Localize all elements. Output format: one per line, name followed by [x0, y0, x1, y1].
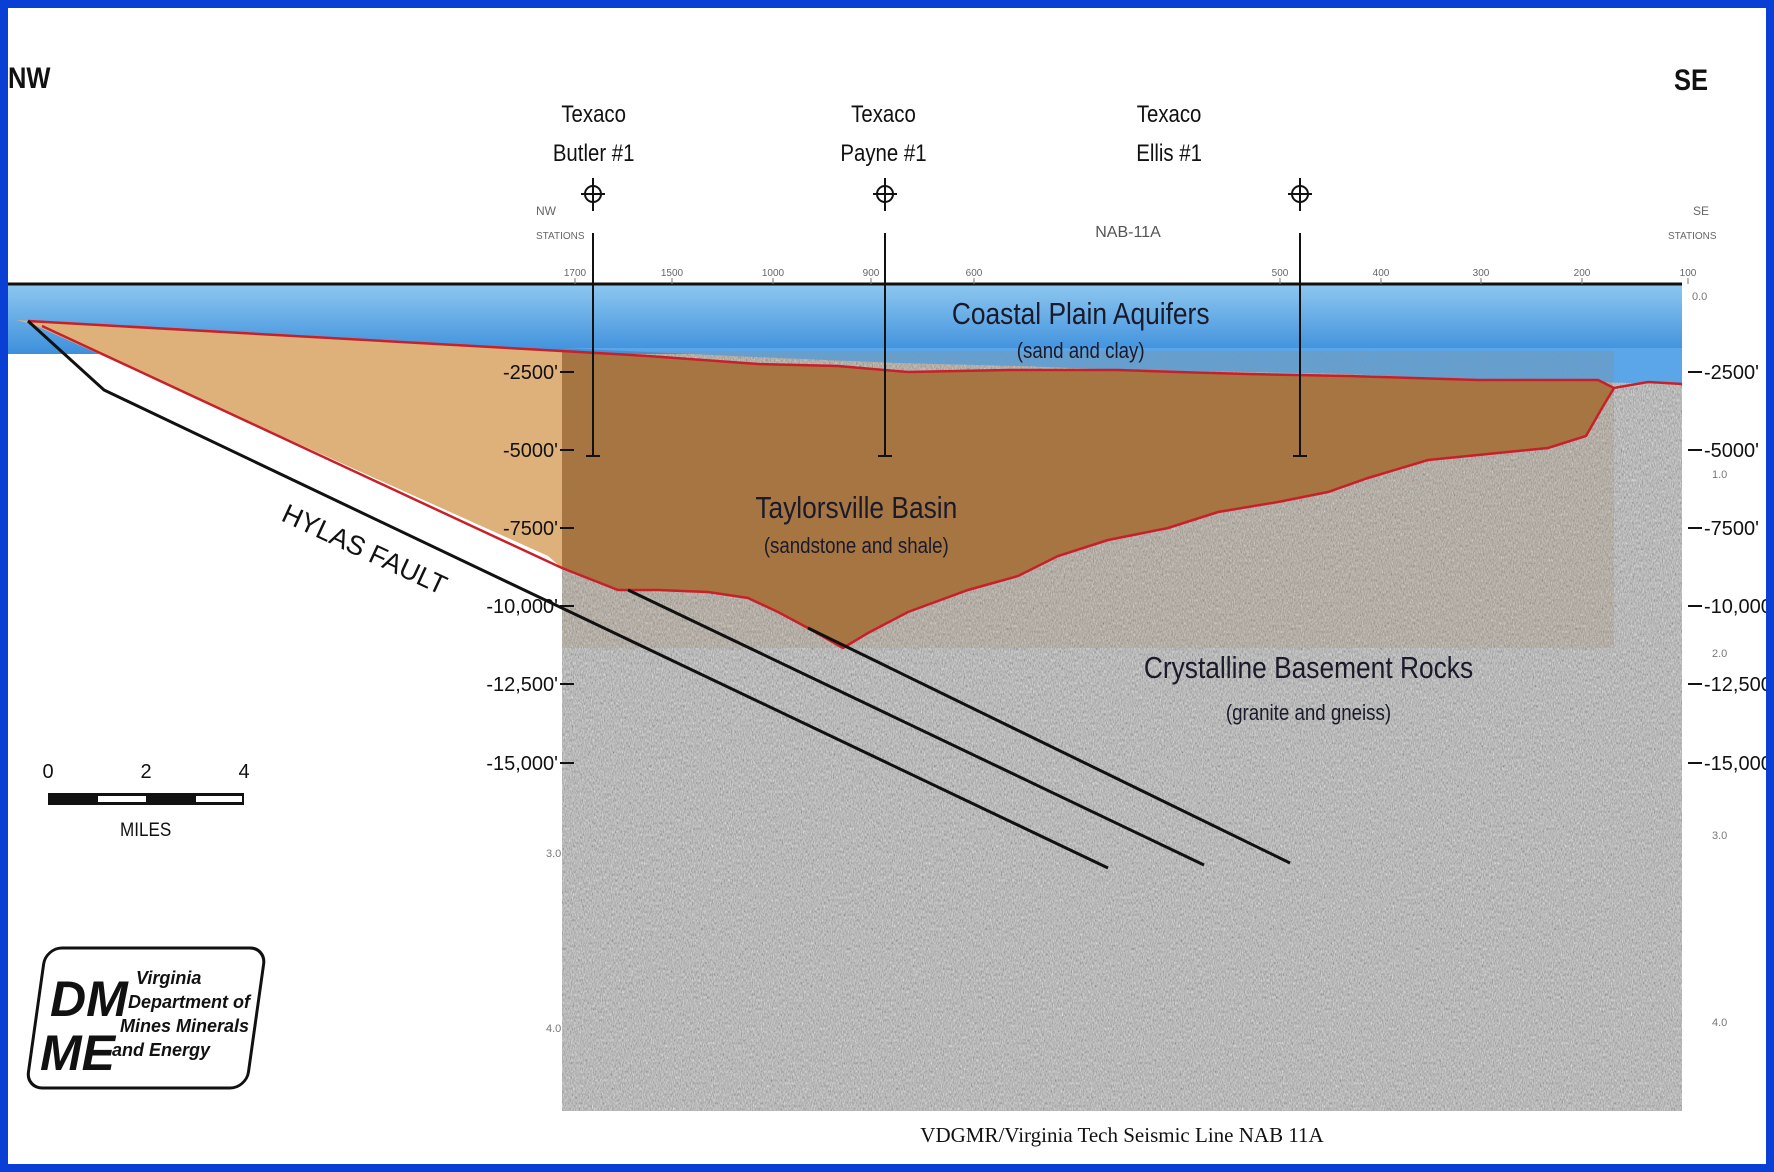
direction-se: SE: [1674, 63, 1708, 96]
depth-label: -2500': [503, 362, 558, 384]
logo-line: and Energy: [112, 1040, 211, 1060]
logo-me-glyph: ME: [40, 1025, 117, 1081]
well-butler: Texaco Butler #1: [553, 100, 635, 457]
depth-label: -5000': [1704, 440, 1759, 462]
station-ticks: 1700 1500 1000 900 600 500 400 300 200 100: [564, 268, 1697, 284]
scale-unit-label: MILES: [120, 819, 171, 840]
logo-dm-glyph: DM: [50, 971, 129, 1027]
scale-tick-label: 4: [238, 761, 249, 783]
station-tick-label: 1700: [564, 268, 587, 279]
station-tick-label: 1500: [661, 268, 684, 279]
coastal-plain-label: Coastal Plain Aquifers: [952, 297, 1210, 331]
seismic-nw-tag: NW: [536, 204, 557, 218]
taylorsville-basin-grain: [562, 351, 1614, 648]
depth-label: -10,000': [1704, 596, 1766, 618]
direction-nw: NW: [8, 61, 51, 94]
depth-label: -5000': [503, 440, 558, 462]
station-tick-label: 500: [1272, 268, 1289, 279]
logo-line: Mines Minerals: [120, 1016, 249, 1036]
hylas-fault-line: [26, 319, 1109, 870]
time-tick-label: 3.0: [546, 848, 561, 860]
well-ellis: Texaco Ellis #1: [1136, 100, 1312, 457]
station-tick-label: 300: [1473, 268, 1490, 279]
depth-label: -2500': [1704, 362, 1759, 384]
basement-desc: (granite and gneiss): [1226, 702, 1391, 726]
station-tick-label: 200: [1574, 268, 1591, 279]
dmme-logo: DM ME Virginia Department of Mines Miner…: [26, 946, 266, 1090]
well-payne: Texaco Payne #1: [840, 100, 927, 457]
fault-splay-1: [627, 588, 1205, 867]
basin-label: Taylorsville Basin: [755, 491, 957, 525]
logo-line: Department of: [128, 992, 252, 1012]
depth-axis-left: -2500' -5000' -7500' -10,000' -12,500' -…: [486, 362, 558, 775]
station-tick-label: 1000: [762, 268, 785, 279]
depth-ticks-left: [560, 371, 574, 764]
station-tick-label: 400: [1373, 268, 1390, 279]
time-tick-label: 1.0: [1712, 469, 1727, 481]
depth-axis-right: -2500' -5000' -7500' -10,000' -12,500' -…: [1704, 362, 1766, 775]
depth-label: -7500': [503, 518, 558, 540]
basin-wedge-left: [16, 320, 562, 568]
well-operator-label: Texaco: [1137, 100, 1202, 127]
depth-label: -15,000': [1704, 753, 1766, 775]
scale-tick-label: 2: [140, 761, 151, 783]
time-tick-label: 4.0: [546, 1023, 561, 1035]
time-tick-label: 3.0: [1712, 830, 1727, 842]
logo-line: Virginia: [136, 968, 201, 988]
well-name-label: Payne #1: [840, 139, 926, 166]
coastal-plain-lower: [562, 348, 1682, 384]
scale-tick-label: 0: [42, 761, 53, 783]
time-tick-label: 2.0: [1712, 648, 1727, 660]
depth-label: -10,000': [486, 596, 558, 618]
seismic-line-label: NAB-11A: [1095, 224, 1161, 241]
scale-bar: 0 2 4 MILES: [42, 761, 249, 840]
cross-section-figure: Texaco Butler #1 Texaco Payne #1 Texaco …: [8, 8, 1766, 1164]
well-name-label: Ellis #1: [1136, 139, 1202, 166]
basin-desc: (sandstone and shale): [764, 535, 949, 559]
cross-section-diagram: Texaco Butler #1 Texaco Payne #1 Texaco …: [8, 61, 1766, 1147]
stations-right: STATIONS: [1668, 231, 1717, 242]
depth-label: -15,000': [486, 753, 558, 775]
time-tick-label: 0.0: [1692, 291, 1707, 303]
figure-caption: VDGMR/Virginia Tech Seismic Line NAB 11A: [920, 1123, 1324, 1147]
time-tick-label: 4.0: [1712, 1017, 1727, 1029]
depth-label: -12,500': [1704, 674, 1766, 696]
station-tick-label: 100: [1680, 268, 1697, 279]
station-tick-label: 600: [966, 268, 983, 279]
depth-label: -12,500': [486, 674, 558, 696]
well-operator-label: Texaco: [561, 100, 626, 127]
well-name-label: Butler #1: [553, 139, 635, 166]
station-tick-label: 900: [863, 268, 880, 279]
depth-ticks-right: [1688, 371, 1702, 764]
coastal-basin-boundary: [27, 319, 1683, 390]
depth-label: -7500': [1704, 518, 1759, 540]
fault-splay-2: [807, 626, 1291, 865]
basin-basement-boundary: [41, 324, 1616, 650]
seismic-se-tag: SE: [1693, 204, 1709, 218]
basement-label: Crystalline Basement Rocks: [1144, 651, 1473, 685]
stations-left: STATIONS: [536, 231, 585, 242]
coastal-plain-desc: (sand and clay): [1017, 340, 1145, 364]
well-operator-label: Texaco: [851, 100, 916, 127]
